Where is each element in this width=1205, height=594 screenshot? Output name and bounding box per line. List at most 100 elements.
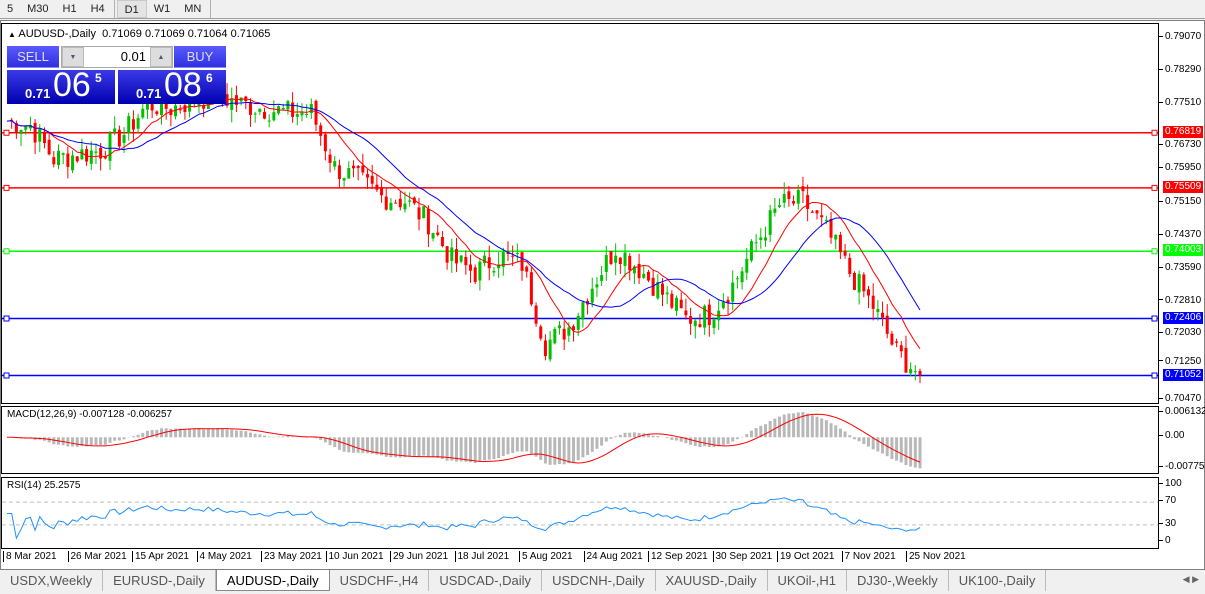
macd-histogram-bar — [398, 437, 402, 458]
candlestick-chart — [2, 80, 1158, 384]
candle-body — [150, 99, 154, 111]
candle-body — [71, 155, 75, 171]
timeframe-m30[interactable]: M30 — [27, 3, 49, 15]
candle-body — [85, 149, 89, 162]
macd-histogram-bar — [244, 431, 248, 438]
macd-histogram-bar — [689, 437, 693, 445]
decrease-lot-button[interactable]: ▼ — [62, 47, 84, 67]
macd-histogram-bar — [319, 437, 323, 440]
buy-price-fraction: 6 — [206, 71, 213, 85]
candle-body — [440, 237, 444, 247]
tab-audusd-daily[interactable]: AUDUSD-,Daily — [215, 570, 330, 591]
tab-usdchf-h4[interactable]: USDCHF-,H4 — [330, 570, 430, 591]
timeframe-5[interactable]: 5 — [7, 3, 14, 15]
price-tick: 0.78290 — [1159, 64, 1201, 76]
macd-histogram-bar — [197, 428, 201, 438]
macd-histogram-bar — [394, 437, 398, 458]
level-handle — [1151, 184, 1158, 191]
candle-body — [319, 125, 323, 136]
tab-usdcad-daily[interactable]: USDCAD-,Daily — [429, 570, 543, 591]
candle-body — [815, 210, 819, 214]
tab-dj30-weekly[interactable]: DJ30-,Weekly — [847, 570, 949, 591]
candle-body — [473, 267, 477, 282]
increase-lot-button[interactable]: ▲ — [150, 47, 172, 67]
candle-body — [590, 288, 594, 303]
candle-body — [600, 275, 604, 281]
candle-body — [61, 153, 65, 155]
macd-histogram-bar — [174, 428, 178, 438]
rsi-pane[interactable]: RSI(14) 25.2575 — [1, 477, 1159, 549]
macd-histogram-bar — [586, 437, 590, 456]
macd-histogram-bar — [487, 437, 491, 460]
candle-body — [787, 191, 791, 199]
candle-body — [263, 111, 267, 119]
candle-body — [548, 339, 552, 360]
macd-histogram-bar — [628, 432, 632, 438]
timeframe-w1[interactable]: W1 — [153, 3, 171, 15]
tab-eurusd-daily[interactable]: EURUSD-,Daily — [103, 570, 216, 591]
macd-histogram-bar — [810, 415, 814, 438]
candle-body — [145, 99, 149, 110]
candle-body — [117, 129, 121, 147]
ohlc-values: 0.71069 0.71069 0.71064 0.71065 — [102, 28, 271, 40]
buy-price[interactable]: 0.71 08 6 — [118, 66, 226, 104]
macd-histogram-bar — [314, 437, 318, 439]
tab-usdcnh-daily[interactable]: USDCNH-,Daily — [542, 570, 656, 591]
candle-body — [33, 122, 37, 143]
macd-histogram-bar — [735, 437, 739, 440]
macd-histogram-bar — [356, 437, 360, 453]
macd-histogram-bar — [342, 437, 346, 452]
date-tick: 29 Jun 2021 — [390, 551, 448, 562]
candle-body — [796, 189, 800, 204]
macd-histogram-bar — [754, 428, 758, 438]
macd-pane[interactable]: MACD(12,26,9) -0.007128 -0.006257 — [1, 406, 1159, 474]
date-tick: 8 Mar 2021 — [3, 551, 57, 562]
buy-button[interactable]: BUY — [174, 46, 226, 68]
tab-scroll-arrows-icon[interactable]: ◀ ▶ — [1182, 574, 1199, 584]
price-pane[interactable]: ▲ AUDUSD-,Daily 0.71069 0.71069 0.71064 … — [1, 23, 1159, 404]
macd-histogram-bar — [239, 430, 243, 438]
tab-uk100-daily[interactable]: UK100-,Daily — [949, 570, 1047, 591]
macd-histogram-bar — [632, 432, 636, 438]
candle-body — [618, 257, 622, 265]
candle-body — [576, 315, 580, 330]
macd-histogram-bar — [267, 436, 271, 438]
candle-body — [328, 154, 332, 163]
rsi-line — [7, 497, 921, 540]
level-price-label: 0.72406 — [1163, 311, 1204, 324]
macd-histogram-bar — [277, 436, 281, 438]
macd-histogram-bar — [440, 437, 444, 459]
macd-histogram-bar — [281, 436, 285, 438]
candle-body — [361, 165, 365, 173]
candle-body — [670, 293, 674, 308]
triangle-up-icon[interactable]: ▲ — [8, 30, 16, 39]
lot-input[interactable]: 0.01 — [84, 47, 150, 67]
symbol-label: AUDUSD-,Daily — [18, 28, 96, 40]
macd-histogram-bar — [417, 437, 421, 457]
candle-body — [99, 147, 103, 159]
candle-body — [291, 102, 295, 117]
candle-body — [632, 266, 636, 274]
timeframe-h1[interactable]: H1 — [62, 3, 77, 15]
candle-body — [253, 113, 257, 115]
rsi-tick: 0 — [1159, 535, 1171, 547]
timeframe-h4[interactable]: H4 — [90, 3, 105, 15]
macd-histogram-bar — [408, 437, 412, 457]
timeframe-mn[interactable]: MN — [184, 3, 202, 15]
lot-stepper[interactable]: ▼ 0.01 ▲ — [61, 46, 173, 68]
tab-xauusd-daily[interactable]: XAUUSD-,Daily — [656, 570, 768, 591]
macd-histogram-bar — [618, 434, 622, 438]
tab-ukoil-h1[interactable]: UKOil-,H1 — [768, 570, 848, 591]
macd-histogram-bar — [99, 437, 103, 445]
candle-body — [885, 315, 889, 334]
candle-body — [740, 271, 744, 283]
sell-button[interactable]: SELL — [7, 46, 59, 68]
candle-body — [689, 316, 693, 324]
timeframe-toolbar: 5 M30 H1 H4 D1 W1 MN — [0, 0, 1205, 19]
candle-body — [801, 186, 805, 192]
macd-chart — [6, 412, 922, 469]
tab-usdx-weekly[interactable]: USDX,Weekly — [0, 570, 104, 591]
sell-price[interactable]: 0.71 06 5 — [7, 66, 115, 104]
timeframe-d1[interactable]: D1 — [116, 0, 147, 18]
price-tick: 0.75150 — [1159, 196, 1201, 208]
